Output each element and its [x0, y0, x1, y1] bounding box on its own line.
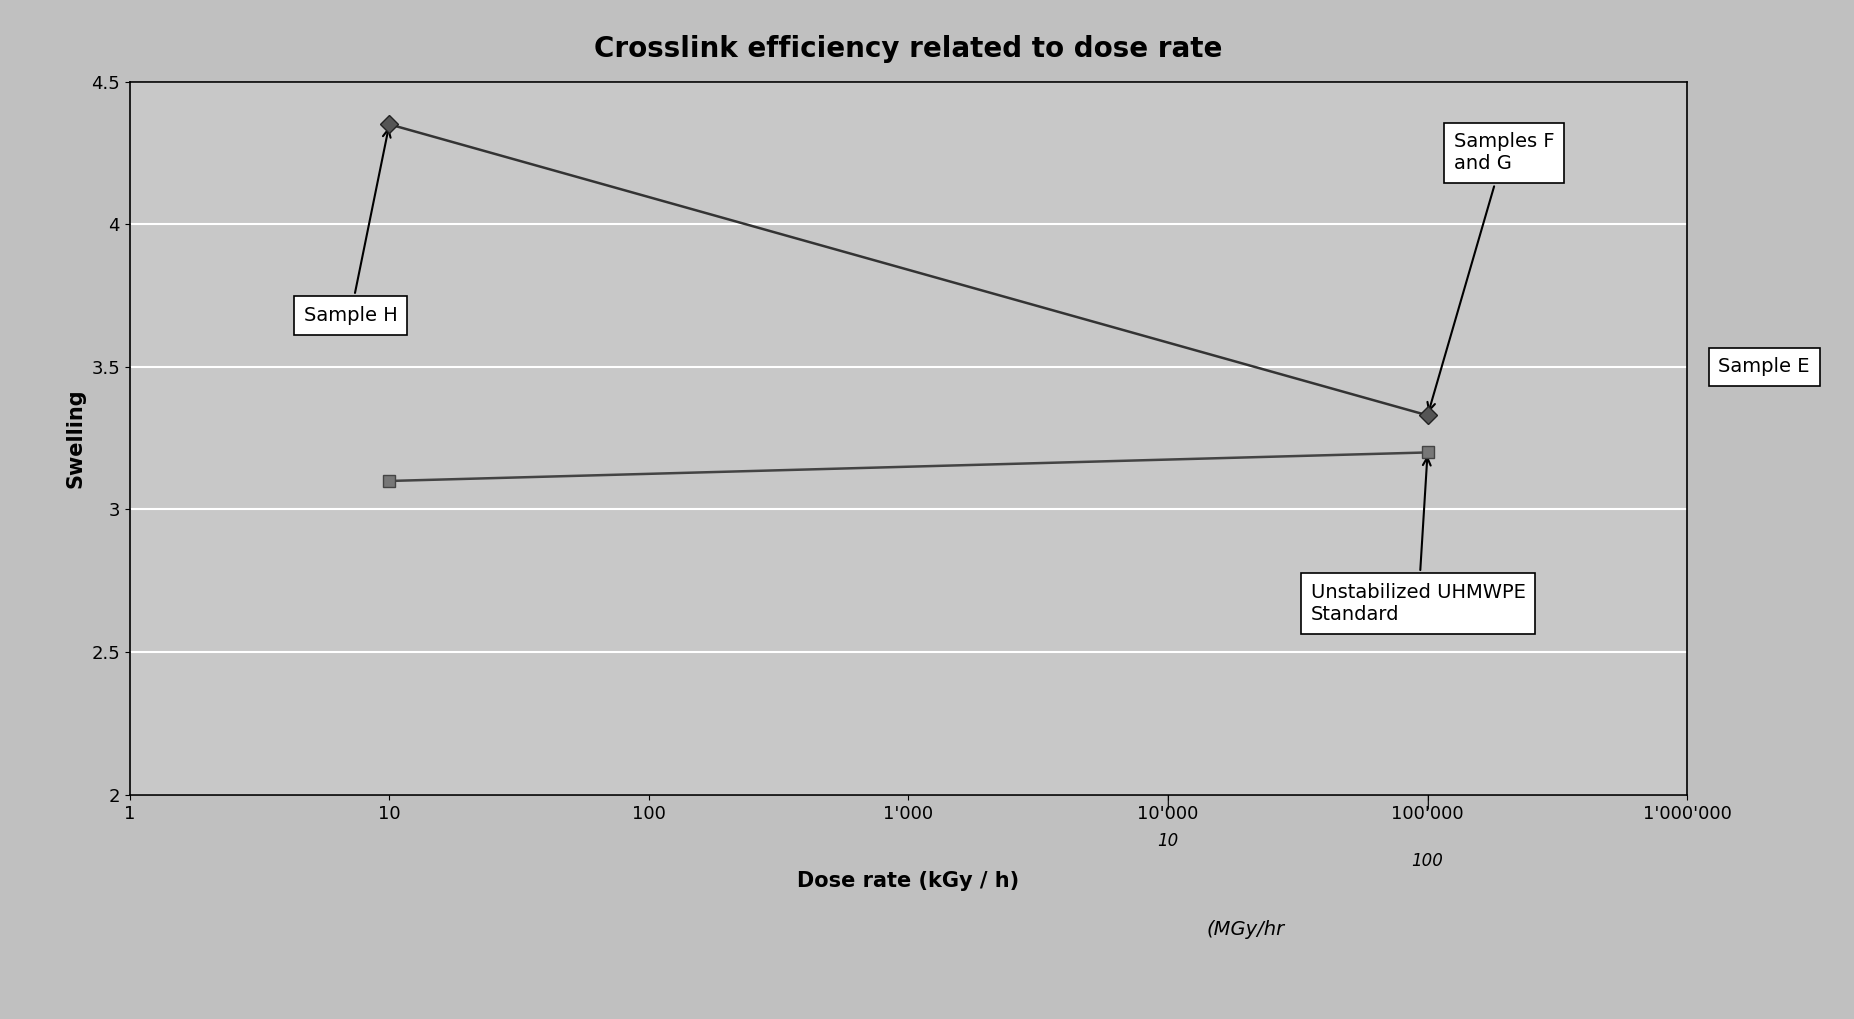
Text: 100: 100 [1411, 852, 1444, 870]
Text: 10: 10 [1157, 832, 1179, 850]
Text: Sample H: Sample H [304, 129, 397, 325]
X-axis label: Dose rate (kGy / h): Dose rate (kGy / h) [797, 871, 1020, 892]
Text: |: | [1166, 795, 1170, 809]
Text: Unstabilized UHMWPE
Standard: Unstabilized UHMWPE Standard [1311, 458, 1526, 625]
Text: Samples F
and G: Samples F and G [1428, 132, 1554, 411]
Text: Sample E: Sample E [1719, 358, 1810, 376]
Text: |: | [1426, 795, 1429, 809]
Text: (MGy/hr: (MGy/hr [1207, 920, 1285, 940]
Title: Crosslink efficiency related to dose rate: Crosslink efficiency related to dose rat… [595, 35, 1222, 62]
Y-axis label: Swelling: Swelling [65, 388, 85, 488]
